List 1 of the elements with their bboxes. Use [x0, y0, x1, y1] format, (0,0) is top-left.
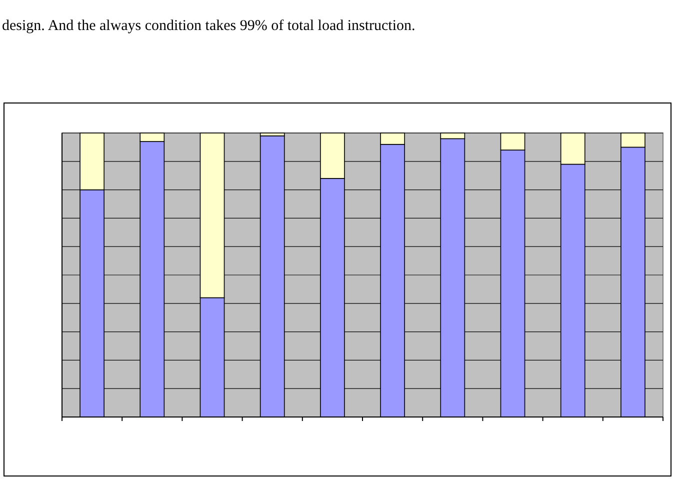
- text: design. And the always condition takes 99% of total load instruction.: [2, 18, 416, 34]
